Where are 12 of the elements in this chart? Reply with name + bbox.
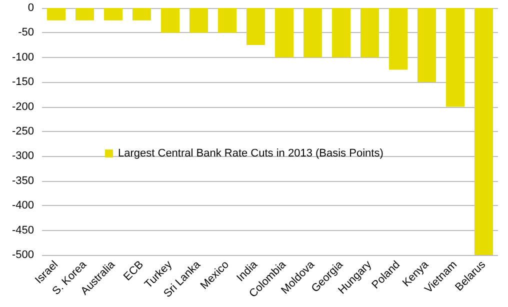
y-tick-label: -150 bbox=[12, 76, 34, 88]
y-tick-label: 0 bbox=[28, 2, 34, 14]
y-tick-label: -100 bbox=[12, 51, 34, 64]
y-tick-label: -350 bbox=[12, 174, 34, 187]
y-tick-label: -50 bbox=[18, 26, 34, 39]
legend-label: Largest Central Bank Rate Cuts in 2013 (Basis Points) bbox=[118, 148, 384, 160]
y-tick-label: -450 bbox=[12, 224, 34, 236]
y-tick-label: -400 bbox=[12, 200, 34, 212]
y-tick-label: -250 bbox=[12, 126, 34, 138]
y-tick-label: -500 bbox=[12, 249, 34, 261]
y-tick-label: -200 bbox=[12, 100, 34, 113]
y-tick-label: -300 bbox=[12, 150, 34, 162]
